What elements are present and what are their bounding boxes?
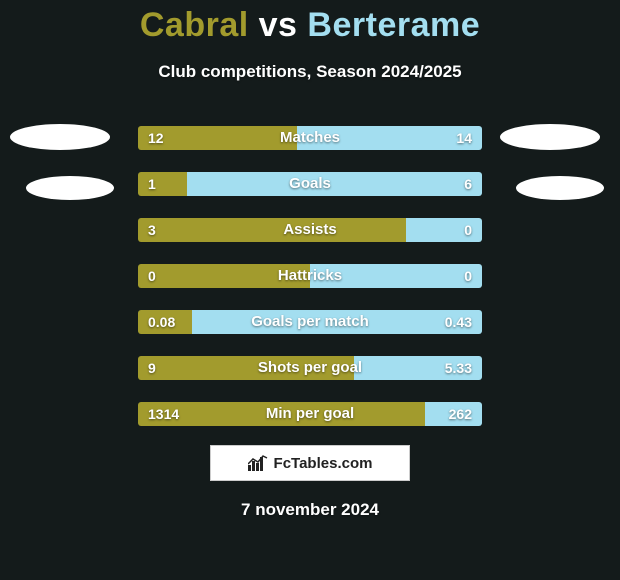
- stat-bar-right: [425, 402, 482, 426]
- stat-bar-left: [138, 402, 425, 426]
- stat-bar-right: [406, 218, 482, 242]
- comparison-infographic: Cabral vs Berterame Club competitions, S…: [0, 0, 620, 580]
- vs-separator: vs: [259, 6, 298, 44]
- stat-bar-left: [138, 218, 406, 242]
- subtitle: Club competitions, Season 2024/2025: [0, 62, 620, 82]
- stat-bar-left: [138, 356, 354, 380]
- decor-ellipse: [516, 176, 604, 200]
- stat-row: Hattricks00: [138, 264, 482, 288]
- stat-row: Assists30: [138, 218, 482, 242]
- brand-badge: FcTables.com: [210, 445, 410, 481]
- date-caption: 7 november 2024: [0, 500, 620, 520]
- stat-bar-left: [138, 126, 297, 150]
- decor-ellipse: [500, 124, 600, 150]
- stat-bar-left: [138, 264, 310, 288]
- bar-chart-icon: [248, 455, 268, 471]
- decor-ellipse: [10, 124, 110, 150]
- stat-bar-left: [138, 310, 192, 334]
- stat-bar-right: [310, 264, 482, 288]
- player1-name: Cabral: [140, 6, 249, 44]
- page-title: Cabral vs Berterame: [0, 6, 620, 45]
- stat-bar-left: [138, 172, 187, 196]
- player2-name: Berterame: [307, 6, 480, 44]
- stat-row: Goals16: [138, 172, 482, 196]
- decor-ellipse: [26, 176, 114, 200]
- stat-row: Shots per goal95.33: [138, 356, 482, 380]
- stat-bar-right: [354, 356, 482, 380]
- stat-bar-right: [192, 310, 482, 334]
- stat-bars: Matches1214 Goals16 Assists30 Hattricks00 Go…: [138, 126, 482, 448]
- stat-row: Goals per match0.080.43: [138, 310, 482, 334]
- brand-text: FcTables.com: [274, 455, 373, 472]
- stat-bar-right: [297, 126, 482, 150]
- stat-bar-right: [187, 172, 482, 196]
- stat-row: Matches1214: [138, 126, 482, 150]
- stat-row: Min per goal1314262: [138, 402, 482, 426]
